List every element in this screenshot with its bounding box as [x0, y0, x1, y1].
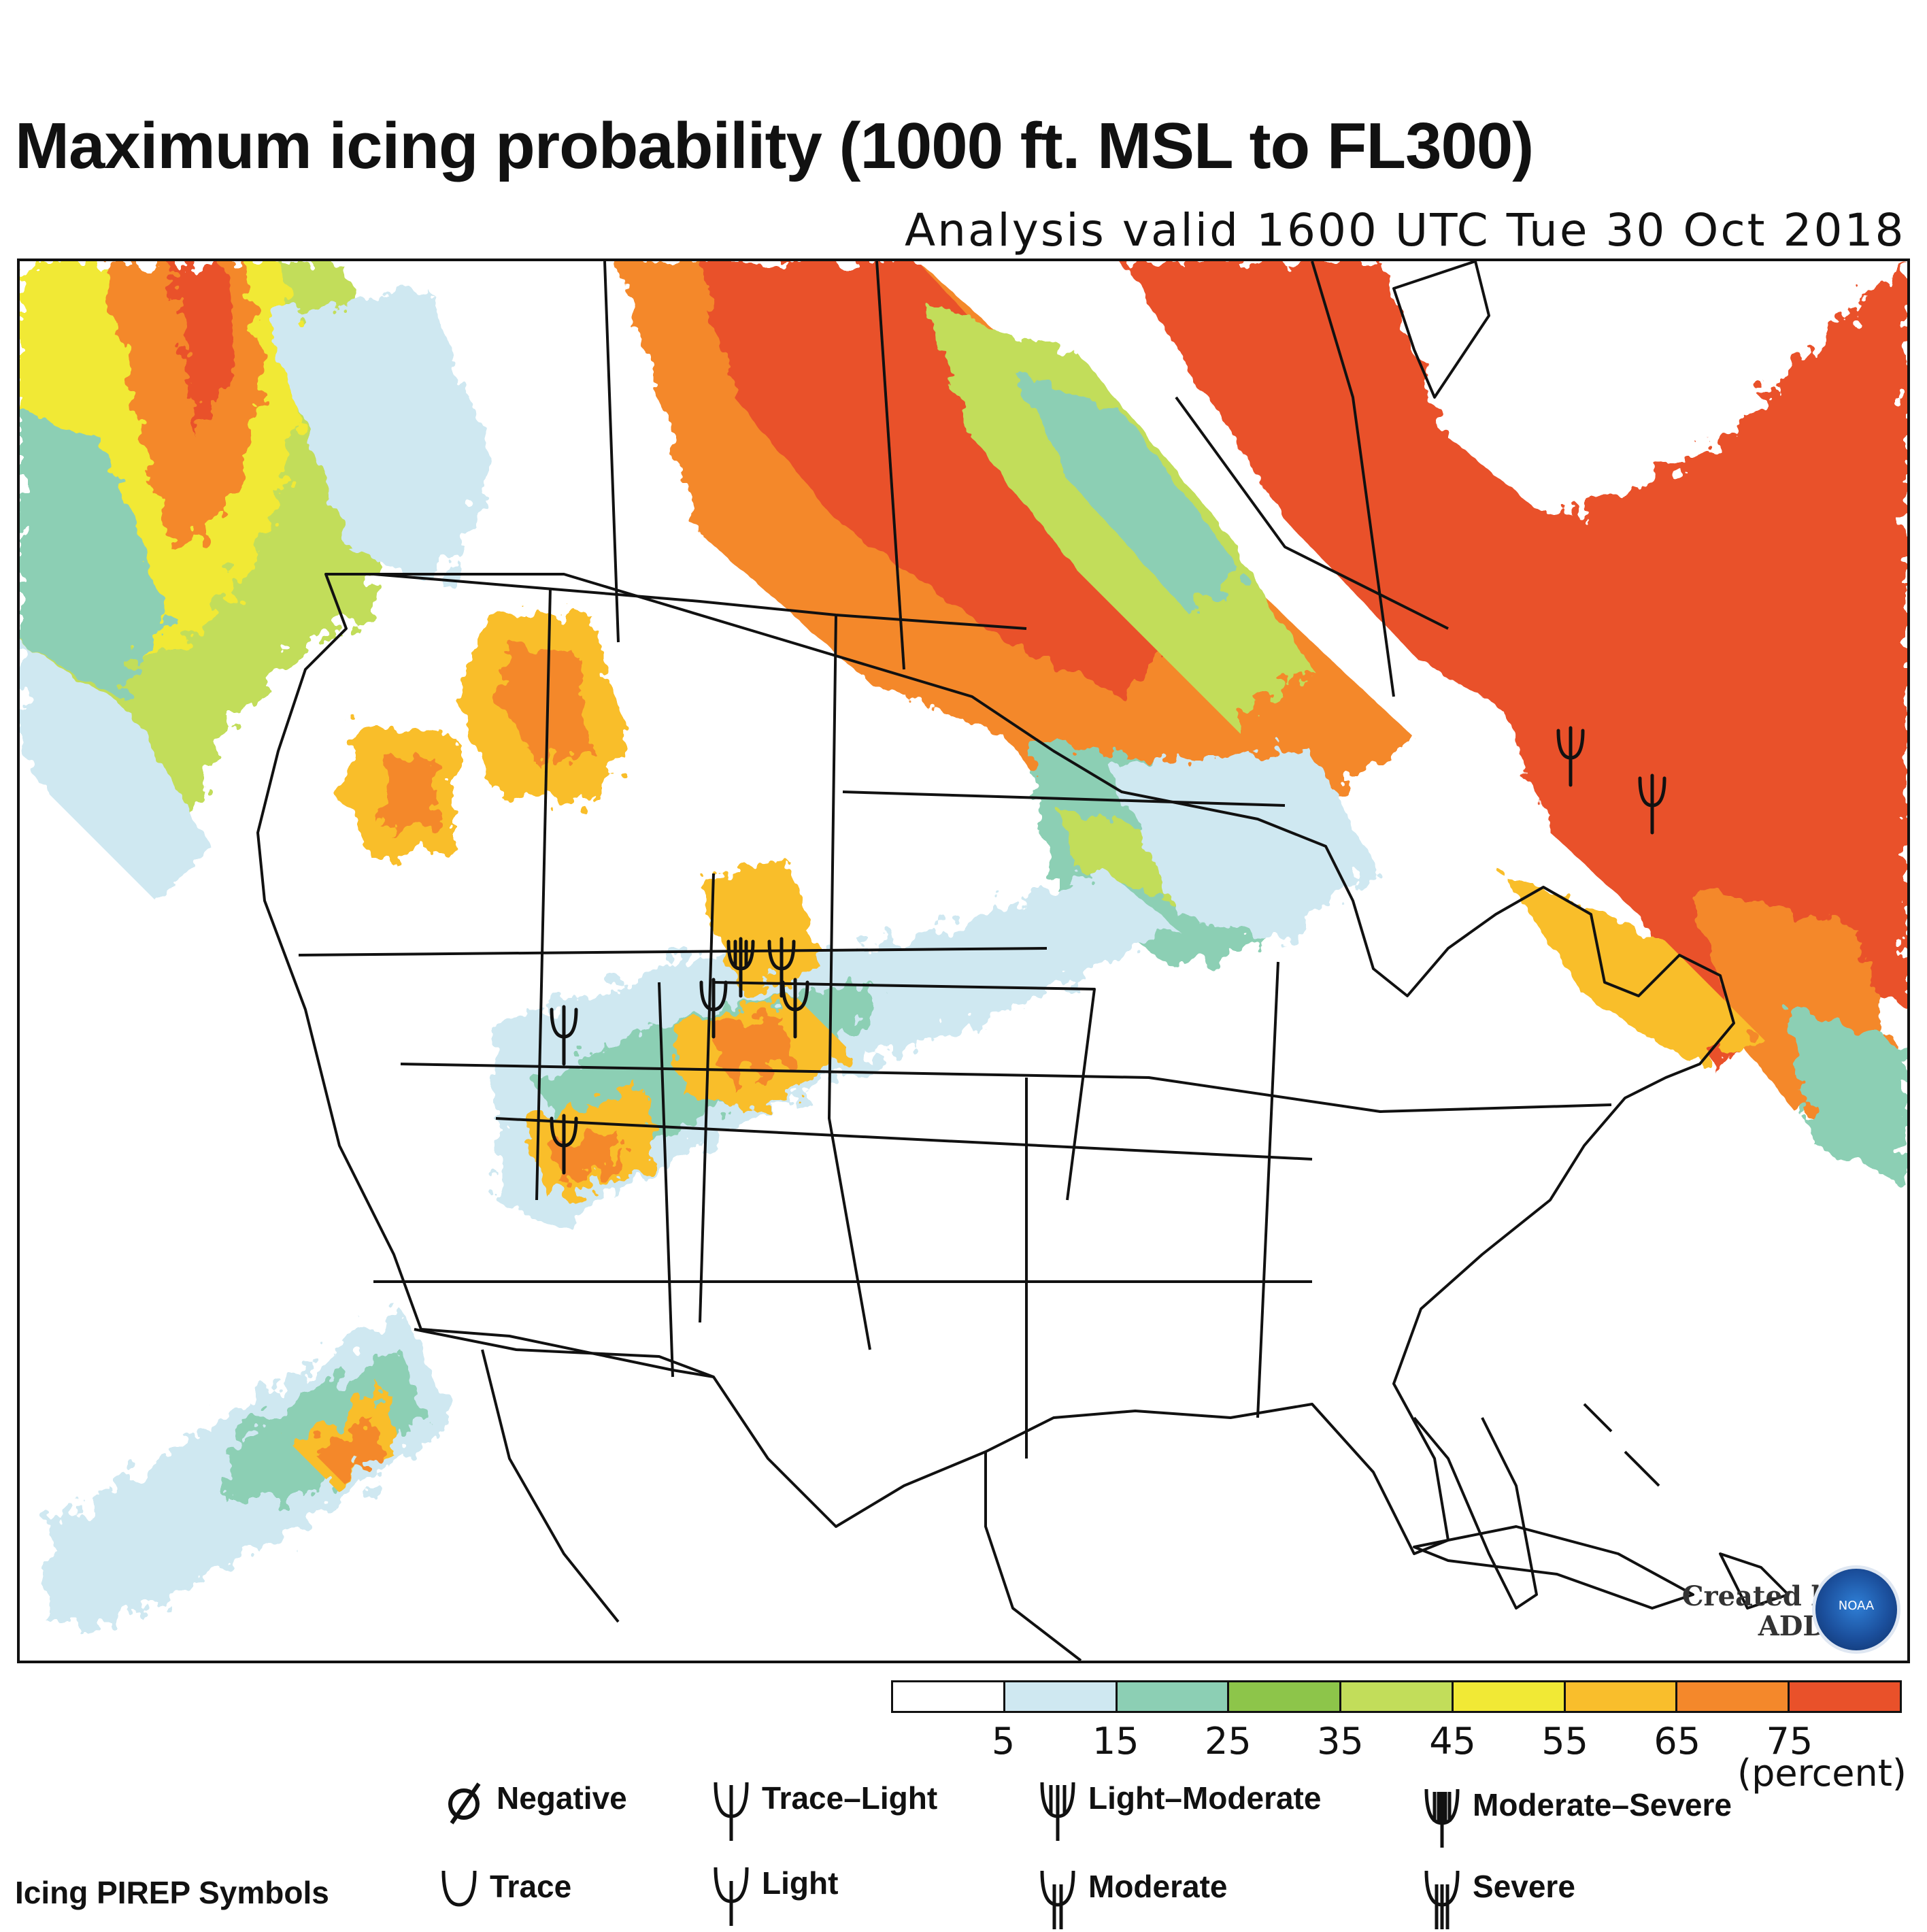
legend-label: Light–Moderate	[1088, 1780, 1322, 1816]
color-scale-tick-label: 65	[1654, 1720, 1701, 1763]
color-scale-tick-label: 75	[1766, 1720, 1813, 1763]
legend-label: Moderate	[1088, 1869, 1228, 1904]
legend-light: Light	[707, 1861, 838, 1929]
legend-moderate: Moderate	[1034, 1864, 1227, 1932]
light-moderate-icon	[1040, 1782, 1075, 1841]
legend-trace-light: Trace–Light	[707, 1776, 937, 1844]
severe-icon	[1424, 1870, 1460, 1929]
pirep-marker	[781, 978, 809, 1039]
color-scale-tick-label: 55	[1541, 1720, 1589, 1763]
light-icon	[714, 1867, 749, 1926]
pirep-marker	[726, 937, 755, 998]
trace-light-icon	[714, 1782, 749, 1841]
legend-label: Light	[762, 1865, 839, 1901]
legend-label: Trace–Light	[762, 1780, 938, 1816]
legend-trace: Trace	[435, 1864, 571, 1932]
legend-light-moderate: Light–Moderate	[1034, 1776, 1321, 1844]
legend-label: Severe	[1473, 1869, 1575, 1904]
icing-map: Created by ADDS NOAA	[17, 259, 1910, 1663]
legend-label: Trace	[490, 1869, 572, 1904]
color-scale-tick-label: 15	[1092, 1720, 1139, 1763]
legend-negative: Negative	[442, 1776, 627, 1844]
color-scale-unit: (percent)	[1737, 1752, 1907, 1795]
negative-icon	[448, 1782, 481, 1825]
map-canvas	[20, 261, 1907, 1661]
pirep-marker	[550, 1005, 578, 1066]
color-scale-segment	[1790, 1682, 1900, 1711]
legend-severe: Severe	[1418, 1864, 1575, 1932]
analysis-valid-time: Analysis valid 1600 UTC Tue 30 Oct 2018	[905, 204, 1906, 256]
map-title: Maximum icing probability (1000 ft. MSL …	[15, 110, 1534, 182]
color-scale-segment	[1453, 1682, 1566, 1711]
pirep-marker	[1638, 773, 1666, 835]
legend-moderate-severe: Moderate–Severe	[1418, 1782, 1732, 1850]
color-scale-tick-label: 35	[1317, 1720, 1364, 1763]
pirep-markers	[550, 726, 1666, 1175]
color-scale-tick-label: 45	[1429, 1720, 1476, 1763]
moderate-icon	[1040, 1870, 1075, 1929]
pirep-marker	[550, 1114, 578, 1175]
noaa-logo-icon: NOAA	[1812, 1565, 1900, 1654]
color-scale-segment	[1229, 1682, 1342, 1711]
pirep-marker	[1556, 726, 1585, 787]
color-scale-ticks: 5 15 25 35 45 55 65 75	[891, 1720, 1902, 1767]
color-scale-segment	[1117, 1682, 1230, 1711]
color-scale-bar	[891, 1680, 1902, 1713]
color-scale-segment	[1565, 1682, 1678, 1711]
color-scale-segment	[893, 1682, 1005, 1711]
trace-icon	[441, 1870, 477, 1907]
color-scale-tick-label: 5	[991, 1720, 1016, 1763]
legend-label: Moderate–Severe	[1473, 1787, 1732, 1822]
legend-label: Negative	[497, 1780, 627, 1816]
icing-probability-field	[20, 261, 1907, 1622]
pirep-marker	[699, 978, 728, 1039]
political-boundaries	[256, 261, 1790, 1661]
color-scale-segment	[1677, 1682, 1790, 1711]
color-scale-segment	[1341, 1682, 1454, 1711]
pirep-legend-title: Icing PIREP Symbols	[15, 1875, 329, 1910]
moderate-severe-icon	[1424, 1788, 1460, 1848]
color-scale-segment	[1005, 1682, 1118, 1711]
color-scale-tick-label: 25	[1204, 1720, 1252, 1763]
